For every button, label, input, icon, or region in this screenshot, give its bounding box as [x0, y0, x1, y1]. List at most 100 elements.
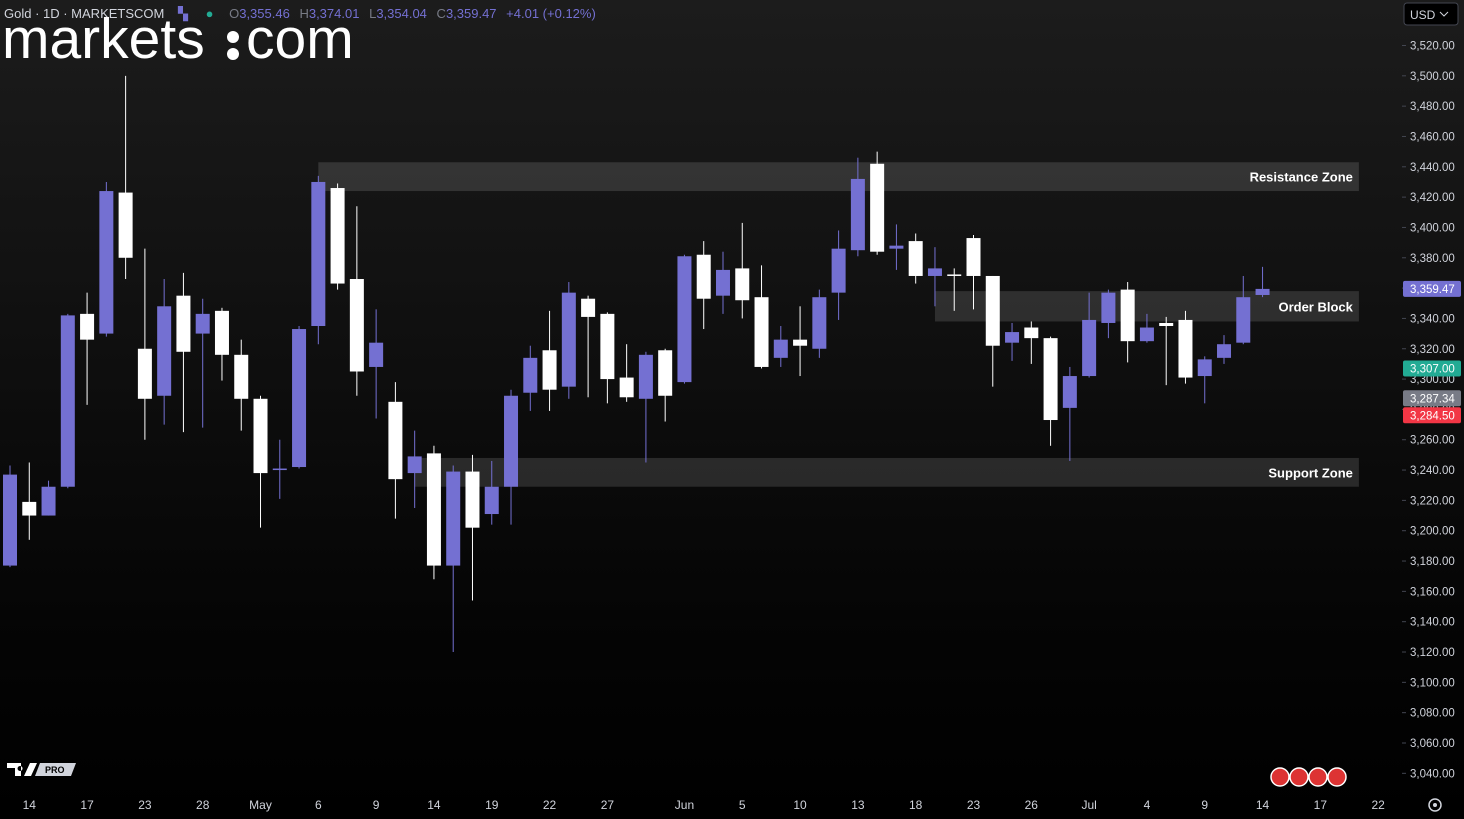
symbol: Gold · 1D · MARKETSCOM [4, 6, 164, 21]
zone-label: Support Zone [1268, 465, 1353, 480]
candle-body [118, 192, 133, 258]
x-tick-label: 17 [80, 798, 94, 812]
x-tick-label: 17 [1314, 798, 1328, 812]
candle-body [1005, 332, 1020, 343]
y-tick-label: 3,220.00 [1410, 495, 1455, 507]
candle-body [793, 339, 808, 346]
y-tick-label: 3,080.00 [1410, 708, 1455, 720]
x-tick-label: 9 [373, 798, 380, 812]
candle-body [157, 306, 172, 396]
y-tick-label: 3,120.00 [1410, 647, 1455, 659]
zones: Resistance Zone Order Block Support Zone [318, 162, 1359, 487]
flags [1270, 767, 1347, 787]
candle-body [504, 395, 519, 487]
y-tick-label: 3,180.00 [1410, 556, 1455, 568]
candle-body [234, 354, 249, 399]
y-tick-label: 3,040.00 [1410, 768, 1455, 780]
candle-body [272, 468, 287, 471]
candle-body [214, 310, 229, 355]
candle-body [1178, 319, 1193, 378]
currency[interactable]: USD [1410, 8, 1436, 22]
price-label [1403, 360, 1461, 377]
candle-body [369, 342, 384, 367]
candle-body [41, 486, 56, 516]
candle-body [561, 292, 576, 387]
candle-body [889, 245, 904, 249]
tv-logo: PRO [7, 763, 76, 776]
candle-body [773, 339, 788, 358]
price-label [1403, 407, 1461, 424]
zone-label: Order Block [1278, 299, 1353, 314]
candle-body [1217, 344, 1232, 358]
x-tick-label: 5 [739, 798, 746, 812]
y-tick-label: 3,100.00 [1410, 677, 1455, 689]
y-tick-label: 3,420.00 [1410, 192, 1455, 204]
price-label-text: 3,284.50 [1410, 410, 1455, 422]
logo-dot [227, 48, 239, 60]
y-tick-label: 3,300.00 [1410, 374, 1455, 386]
candle-body [349, 279, 364, 372]
x-tick-label: 6 [315, 798, 322, 812]
candle-body [870, 163, 885, 252]
candle-body [253, 398, 268, 474]
x-tick-label: 26 [1025, 798, 1039, 812]
logo: markets com [2, 7, 354, 71]
candle-body [176, 295, 191, 352]
change: +4.01 (+0.12%) [506, 6, 596, 21]
candle-body [1082, 319, 1097, 377]
candle-body [1159, 322, 1174, 327]
x-tick-label: 14 [23, 798, 37, 812]
candle-body [3, 474, 17, 566]
candle-body [638, 354, 653, 399]
candle-body [330, 188, 345, 284]
y-tick-label: 3,480.00 [1410, 101, 1455, 113]
ohlc-value: 3,355.46 [239, 6, 290, 21]
candle-body [465, 471, 480, 528]
x-tick-label: Jul [1081, 798, 1096, 812]
candle-body [60, 315, 75, 487]
ohlc-key: H [299, 6, 308, 21]
y-tick-label: 3,160.00 [1410, 586, 1455, 598]
y-tick-label: 3,520.00 [1410, 40, 1455, 52]
price-label [1403, 280, 1461, 297]
x-tick-label: 23 [967, 798, 981, 812]
candle-body [22, 501, 37, 516]
candle-body [1236, 297, 1251, 343]
x-tick-label: 28 [196, 798, 210, 812]
x-tick-label: Jun [675, 798, 694, 812]
candle-body [1197, 359, 1212, 377]
candle-body [581, 298, 596, 317]
y-tick-label: 3,140.00 [1410, 617, 1455, 629]
y-tick-label: 3,500.00 [1410, 71, 1455, 83]
price-label-text: 3,359.47 [1410, 284, 1455, 296]
candle-body [696, 254, 711, 299]
candle-body [600, 313, 615, 380]
candle-body [831, 248, 846, 293]
y-tick-label: 3,380.00 [1410, 253, 1455, 265]
x-tick-label: 23 [138, 798, 152, 812]
y-tick-label: 3,400.00 [1410, 222, 1455, 234]
candle-body [1043, 338, 1058, 421]
ohlc-key: C [437, 6, 446, 21]
x-tick-label: 14 [1256, 798, 1270, 812]
y-tick-label: 3,340.00 [1410, 313, 1455, 325]
candle-body [947, 274, 962, 276]
x-tick-label: 22 [543, 798, 557, 812]
candle-body [137, 348, 152, 399]
candle-body [388, 401, 403, 480]
x-tick-label: 14 [427, 798, 441, 812]
candle-body [407, 456, 422, 474]
candle-body [1062, 376, 1077, 408]
currency-button[interactable]: USD [1403, 2, 1459, 26]
x-tick-label: 10 [793, 798, 807, 812]
ohlc-key: L [369, 6, 376, 21]
ohlc-value: 3,359.47 [446, 6, 497, 21]
x-tick-label: 4 [1144, 798, 1151, 812]
ohlc-value: 3,374.01 [309, 6, 360, 21]
zone [414, 457, 1359, 487]
y-tick-label: 3,060.00 [1410, 738, 1455, 750]
settings[interactable] [1428, 798, 1442, 812]
